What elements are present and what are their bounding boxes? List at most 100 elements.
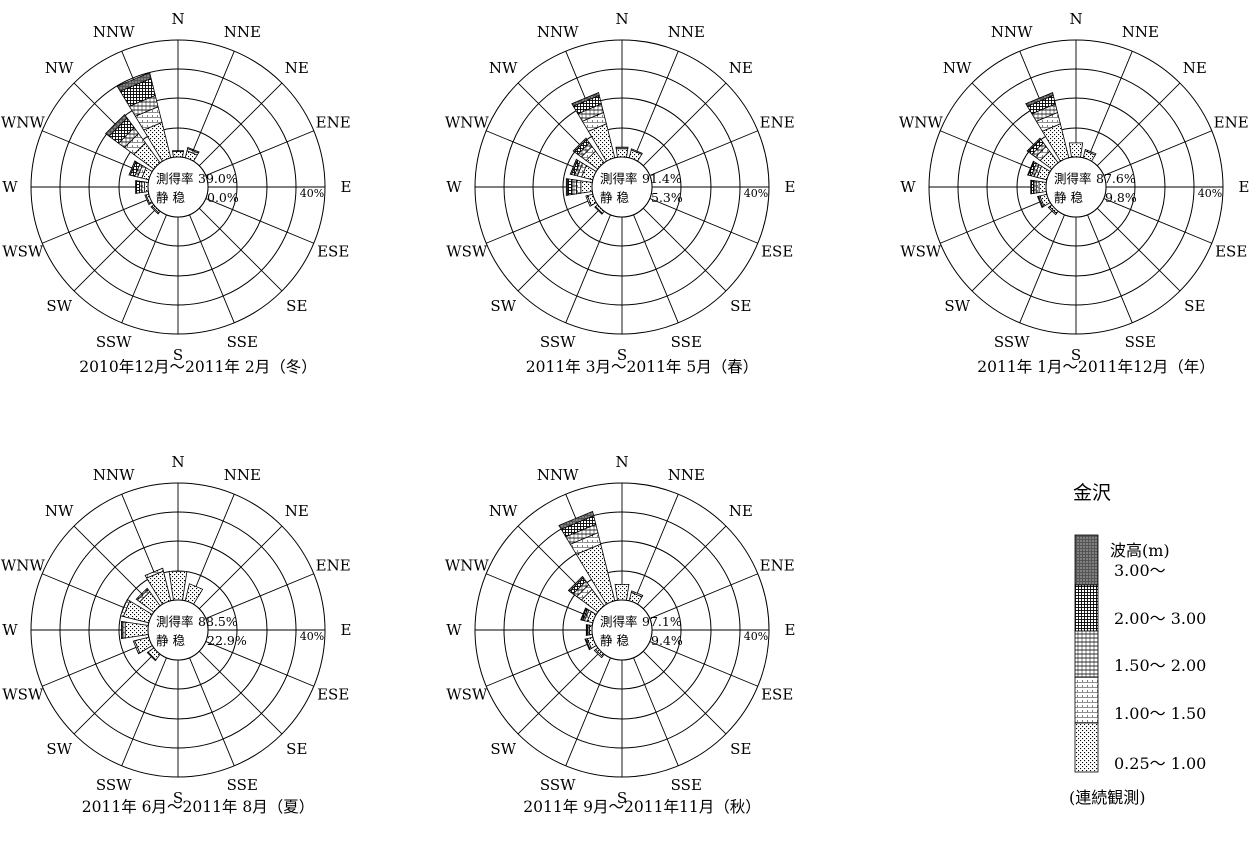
direction-label-wsw: WSW — [2, 685, 44, 703]
rate-label: 測得率 — [156, 614, 194, 629]
direction-label-wsw: WSW — [900, 242, 942, 260]
direction-label-wsw: WSW — [2, 242, 44, 260]
rate-label: 測得率 — [600, 614, 638, 629]
direction-label-sse: SSE — [671, 333, 702, 351]
direction-label-ne: NE — [1183, 59, 1207, 77]
bar-n-class-2 — [172, 150, 184, 153]
direction-label-sse: SSE — [227, 333, 258, 351]
direction-label-n: N — [615, 453, 628, 471]
bar-sw-class-2 — [1047, 205, 1058, 216]
legend-station-title: 金沢 — [1073, 482, 1111, 504]
direction-label-n: N — [615, 10, 628, 28]
direction-label-nne: NNE — [224, 466, 261, 484]
calm-circle — [147, 156, 209, 218]
direction-label-nne: NNE — [668, 23, 705, 41]
direction-label-se: SE — [286, 740, 307, 758]
direction-label-s: S — [173, 789, 183, 807]
direction-label-wnw: WNW — [1, 114, 46, 132]
legend-class-1-label: 0.25～ 1.00 — [1114, 754, 1206, 773]
direction-label-sw: SW — [46, 297, 72, 315]
direction-label-ne: NE — [729, 502, 753, 520]
bar-w-class-3 — [121, 621, 124, 639]
rose-bars — [565, 92, 653, 218]
legend-swatch-class-4 — [1074, 584, 1099, 632]
bar-w-class-2 — [576, 179, 582, 195]
direction-label-se: SE — [1184, 297, 1205, 315]
bar-w-class-4 — [585, 624, 588, 636]
direction-label-ne: NE — [285, 59, 309, 77]
direction-label-sse: SSE — [227, 776, 258, 794]
direction-label-wnw: WNW — [445, 114, 490, 132]
direction-label-wnw: WNW — [1, 557, 46, 575]
rose-bars — [1025, 92, 1107, 218]
bar-nw-class-5 — [567, 575, 584, 592]
bar-wsw-class-3 — [584, 638, 591, 651]
direction-labels: N NNE NE ENE E ESE SE SSE S SSW SW WSW W… — [445, 10, 796, 364]
bar-nnw-class-5 — [558, 510, 595, 530]
bar-nw-class-5 — [104, 113, 128, 137]
calm-circle — [1045, 156, 1107, 218]
legend-class-2-label: 1.00～ 1.50 — [1114, 704, 1206, 723]
direction-label-ssw: SSW — [96, 776, 132, 794]
legend-swatch-class-2 — [1074, 676, 1099, 724]
legend-class-3-label: 1.50～ 2.00 — [1114, 656, 1206, 675]
bar-w-class-1 — [1038, 180, 1047, 194]
bar-wsw-class-3 — [1036, 195, 1044, 209]
calm-value: 22.9% — [207, 633, 247, 648]
legend-class-5-label: 3.00～ — [1114, 561, 1166, 580]
direction-label-e: E — [785, 621, 796, 639]
bar-nw-class-3 — [135, 587, 149, 601]
direction-label-ese: ESE — [1215, 242, 1247, 260]
direction-label-se: SE — [730, 297, 751, 315]
bar-wnw-class-2 — [119, 598, 131, 617]
bar-sw-class-2 — [146, 651, 157, 662]
direction-label-ssw: SSW — [994, 333, 1030, 351]
rate-label: 測得率 — [600, 171, 638, 186]
bar-n-class-1 — [615, 148, 629, 158]
direction-label-sse: SSE — [1125, 333, 1156, 351]
legend: 金沢 波高(m) 3.00～ 2.00～ 3.00 1.50～ 2.00 1.0… — [1069, 482, 1206, 807]
direction-label-nnw: NNW — [537, 23, 579, 41]
bar-wsw-class-2 — [585, 195, 592, 207]
direction-label-nw: NW — [45, 502, 74, 520]
direction-label-s: S — [173, 346, 183, 364]
direction-labels: N NNE NE ENE E ESE SE SSE S SSW SW WSW W… — [1, 10, 352, 364]
calm-circle — [591, 599, 653, 661]
bar-w-class-1 — [580, 180, 593, 194]
direction-label-nnw: NNW — [93, 466, 135, 484]
calm-label: 静 稳 — [156, 190, 185, 205]
direction-label-e: E — [341, 178, 352, 196]
rose-bars — [558, 510, 653, 661]
direction-label-se: SE — [286, 297, 307, 315]
direction-label-ese: ESE — [317, 685, 349, 703]
direction-label-n: N — [1069, 10, 1082, 28]
calm-value: 9.8% — [1105, 190, 1137, 205]
bar-n-class-1 — [168, 571, 188, 601]
direction-label-sw: SW — [490, 297, 516, 315]
bar-n-class-2 — [615, 146, 629, 150]
direction-label-n: N — [171, 453, 184, 471]
bar-sw-class-2 — [150, 205, 160, 215]
bar-w-class-2 — [1035, 180, 1040, 194]
ring-scale-label: 40% — [300, 187, 324, 200]
legend-footer: (連続観測) — [1069, 788, 1146, 807]
bar-w-class-5 — [135, 180, 137, 194]
rate-value: 39.0% — [198, 171, 238, 186]
direction-labels: N NNE NE ENE E ESE SE SSE S SSW SW WSW W… — [445, 453, 796, 807]
rate-value: 87.6% — [1096, 171, 1136, 186]
rose-bars — [119, 567, 209, 662]
direction-label-nw: NW — [489, 59, 518, 77]
bar-w-class-3 — [571, 179, 577, 195]
direction-label-wsw: WSW — [446, 685, 488, 703]
rate-value: 91.4% — [642, 171, 682, 186]
direction-label-nne: NNE — [668, 466, 705, 484]
bar-w-class-4 — [567, 178, 573, 196]
rose-grid — [928, 39, 1224, 335]
direction-label-nne: NNE — [224, 23, 261, 41]
bar-wnw-class-5 — [569, 158, 578, 175]
bar-n-class-1 — [614, 584, 630, 601]
direction-label-ne: NE — [729, 59, 753, 77]
calm-circle — [147, 599, 209, 661]
rate-label: 測得率 — [1054, 171, 1092, 186]
ring-scale-label: 40% — [300, 630, 324, 643]
